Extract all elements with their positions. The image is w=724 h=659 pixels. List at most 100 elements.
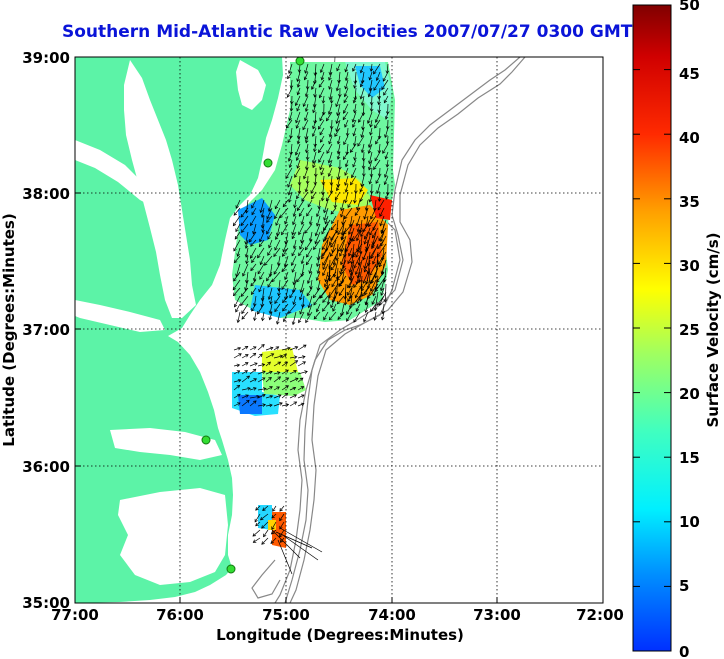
velocity-arrow-head xyxy=(359,188,363,193)
velocity-arrow xyxy=(297,361,306,367)
velocity-arrow-head xyxy=(257,270,261,275)
velocity-arrow-head xyxy=(356,206,360,211)
velocity-arrow xyxy=(333,259,339,277)
velocity-arrow-head xyxy=(251,204,255,209)
velocity-arrow-head xyxy=(380,270,385,275)
velocity-arrow-head xyxy=(377,109,381,114)
velocity-arrow-head xyxy=(361,112,366,117)
velocity-arrow-head xyxy=(315,308,320,313)
velocity-arrow xyxy=(299,239,305,250)
velocity-arrow xyxy=(234,255,241,263)
velocity-arrow-head xyxy=(281,231,285,236)
velocity-arrow xyxy=(354,207,361,216)
velocity-arrow xyxy=(290,103,293,112)
velocity-arrow-head xyxy=(270,530,275,535)
velocity-arrow-head xyxy=(289,108,294,112)
velocity-arrow-head xyxy=(252,368,257,373)
velocity-arrow-head xyxy=(374,288,379,293)
x-tick-label: 75:00 xyxy=(262,606,310,624)
velocity-arrow xyxy=(345,159,349,167)
velocity-arrow xyxy=(252,529,261,537)
velocity-arrow xyxy=(289,346,298,351)
velocity-arrow-head xyxy=(287,139,291,143)
velocity-arrow xyxy=(268,199,273,212)
velocity-arrow xyxy=(355,247,361,258)
velocity-arrow xyxy=(272,505,277,512)
velocity-arrow-head xyxy=(323,316,327,321)
velocity-arrow-head xyxy=(282,253,286,257)
velocity-arrow-head xyxy=(279,517,283,522)
velocity-arrow xyxy=(266,207,273,219)
velocity-arrow xyxy=(315,223,321,236)
velocity-arrow-head xyxy=(383,174,388,178)
velocity-arrow-head xyxy=(269,370,273,375)
velocity-arrow-head xyxy=(311,133,316,137)
velocity-arrow xyxy=(330,263,337,271)
velocity-arrow xyxy=(318,143,325,153)
velocity-arrow-head xyxy=(383,299,388,303)
velocity-arrow-head xyxy=(304,136,308,140)
velocity-arrow-head xyxy=(308,238,313,242)
velocity-arrow-head xyxy=(369,131,373,136)
velocity-arrow xyxy=(360,79,365,87)
velocity-arrow xyxy=(372,227,379,238)
velocity-arrow-head xyxy=(376,253,381,258)
velocity-arrow-head xyxy=(339,270,343,275)
velocity-arrow xyxy=(257,394,266,399)
velocity-arrow-head xyxy=(288,117,292,122)
velocity-arrow-head xyxy=(378,302,383,306)
velocity-arrow-head xyxy=(314,240,318,245)
velocity-arrow xyxy=(289,394,297,399)
velocity-arrow-head xyxy=(299,289,304,293)
velocity-arrow xyxy=(344,291,347,306)
velocity-arrow xyxy=(258,279,265,292)
velocity-arrow-head xyxy=(357,142,361,147)
velocity-arrow xyxy=(312,151,317,164)
velocity-arrow-head xyxy=(312,294,317,299)
velocity-arrow xyxy=(295,111,301,123)
plot-frame xyxy=(74,56,604,604)
velocity-arrow-head xyxy=(262,370,266,374)
velocity-arrow-head xyxy=(316,263,320,267)
velocity-arrow xyxy=(334,199,337,208)
velocity-arrow xyxy=(317,279,321,291)
velocity-arrow-head xyxy=(358,250,363,255)
velocity-arrow-head xyxy=(244,346,249,350)
velocity-arrow xyxy=(233,347,241,351)
velocity-arrow xyxy=(382,143,389,154)
colorbar-tick-label: 40 xyxy=(679,129,700,147)
velocity-arrow xyxy=(290,79,293,89)
velocity-arrow xyxy=(374,311,377,321)
velocity-arrow-head xyxy=(276,262,281,266)
velocity-arrow xyxy=(360,275,363,289)
velocity-arrow-head xyxy=(321,100,326,104)
velocity-arrow xyxy=(262,223,265,233)
velocity-arrow-head xyxy=(261,541,265,545)
velocity-arrow xyxy=(324,275,331,287)
velocity-arrow-head xyxy=(240,302,244,307)
velocity-arrow-head xyxy=(233,259,238,264)
velocity-arrow xyxy=(329,159,333,168)
station-marker xyxy=(263,158,273,168)
velocity-arrow-head xyxy=(313,301,317,306)
velocity-arrow xyxy=(350,267,355,281)
velocity-arrow-head xyxy=(236,363,241,368)
velocity-arrow xyxy=(274,239,281,251)
velocity-arrow xyxy=(352,159,357,168)
velocity-arrow xyxy=(273,361,281,367)
velocity-arrow-head xyxy=(300,394,305,398)
velocity-arrow-head xyxy=(267,361,271,366)
velocity-arrow xyxy=(266,271,273,281)
velocity-arrow xyxy=(279,521,285,530)
velocity-arrow-head xyxy=(247,386,251,391)
velocity-arrow xyxy=(297,394,305,399)
colorbar-tick-label: 20 xyxy=(679,385,700,403)
velocity-arrow xyxy=(314,71,317,84)
velocity-arrow xyxy=(249,378,257,383)
velocity-arrow xyxy=(305,87,309,97)
velocity-arrow xyxy=(329,63,333,75)
velocity-arrow-head xyxy=(274,308,278,313)
velocity-arrow-head xyxy=(347,204,351,209)
velocity-arrow-head xyxy=(368,198,373,203)
